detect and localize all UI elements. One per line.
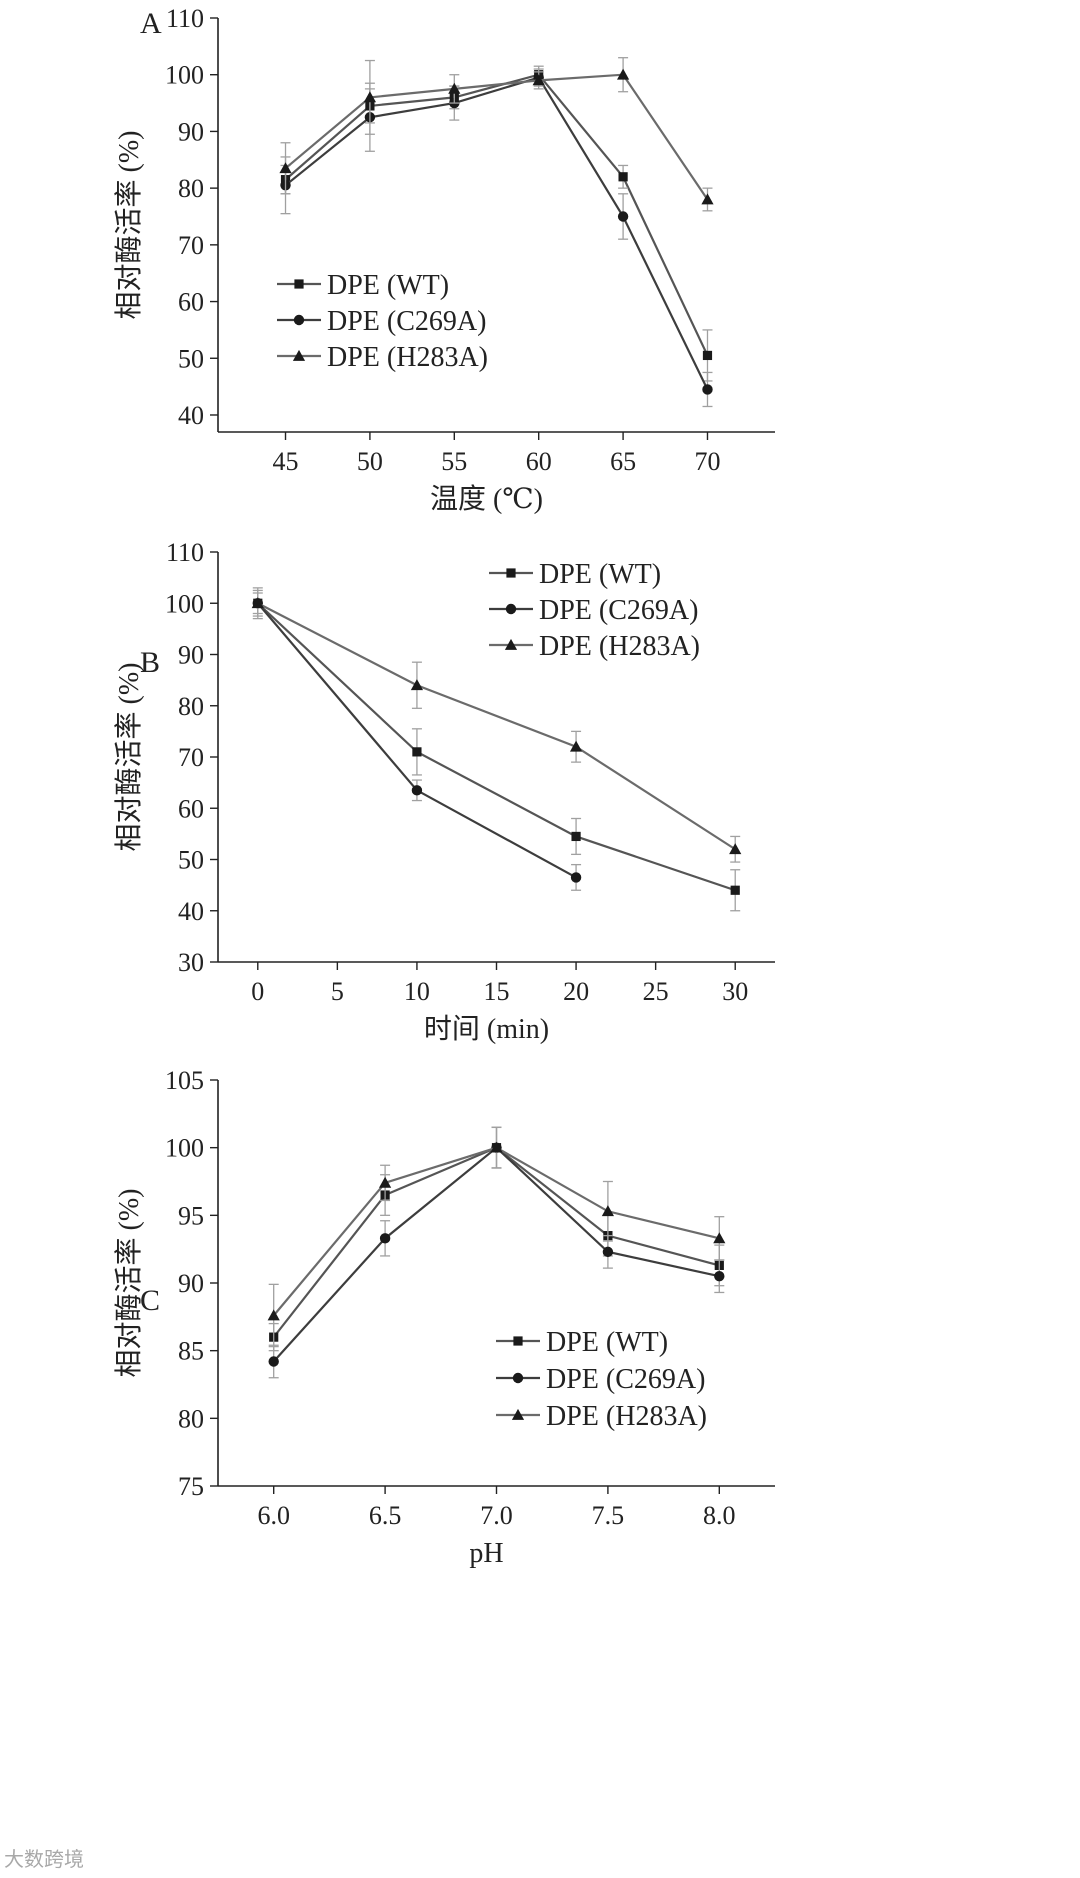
legend-label: DPE (C269A) — [539, 595, 698, 626]
data-point — [571, 872, 581, 882]
x-axis-label: 温度 (℃) — [430, 483, 543, 515]
y-tick-label: 60 — [178, 794, 204, 823]
series-line — [274, 1148, 720, 1316]
y-tick-label: 95 — [178, 1201, 204, 1230]
x-axis-label: pH — [469, 1538, 503, 1569]
x-tick-label: 55 — [441, 447, 467, 476]
panel-label: A — [140, 7, 162, 40]
legend: DPE (WT) DPE (C269A) DPE (H283A) — [277, 270, 488, 373]
data-point — [603, 1247, 613, 1257]
x-tick-label: 7.0 — [480, 1501, 513, 1530]
y-tick-label: 40 — [178, 897, 204, 926]
y-tick-label: 105 — [165, 1066, 204, 1095]
series-triangle — [279, 58, 713, 211]
y-tick-label: 110 — [166, 538, 204, 567]
y-tick-label: 90 — [178, 117, 204, 146]
series-triangle — [252, 588, 742, 862]
data-point — [729, 843, 741, 854]
panel-c: C 75 80 85 90 95 100 105 6.0 6.5 7.0 7.5 8.0 pH 相对酶活率… — [113, 1066, 775, 1569]
x-tick-label: 30 — [722, 977, 748, 1006]
y-tick-label: 50 — [178, 846, 204, 875]
x-axis-label: 时间 (min) — [424, 1013, 549, 1045]
x-tick-label: 45 — [273, 447, 299, 476]
watermark: 大数跨境 — [4, 1843, 84, 1872]
data-point — [703, 351, 712, 360]
data-point — [602, 1205, 614, 1216]
x-tick-label: 15 — [484, 977, 510, 1006]
y-tick-label: 75 — [178, 1472, 204, 1501]
data-point — [571, 832, 580, 841]
y-tick-label: 100 — [165, 61, 204, 90]
data-point — [269, 1356, 279, 1366]
legend-label: DPE (C269A) — [546, 1364, 705, 1395]
x-tick-label: 8.0 — [703, 1501, 736, 1530]
y-tick-label: 80 — [178, 692, 204, 721]
data-point — [618, 211, 628, 221]
y-axis-label: 相对酶活率 (%) — [113, 131, 145, 320]
x-tick-label: 65 — [610, 447, 636, 476]
x-tick-label: 20 — [563, 977, 589, 1006]
y-tick-label: 90 — [178, 1269, 204, 1298]
legend-marker — [513, 1373, 523, 1383]
data-point — [731, 886, 740, 895]
y-tick-label: 80 — [178, 1404, 204, 1433]
y-tick-label: 30 — [178, 948, 204, 977]
data-point — [412, 747, 421, 756]
x-tick-label: 5 — [331, 977, 344, 1006]
x-tick-label: 6.0 — [257, 1501, 290, 1530]
y-tick-label: 40 — [178, 401, 204, 430]
legend: DPE (WT) DPE (C269A) DPE (H283A) — [489, 559, 700, 662]
series-line — [274, 1148, 720, 1337]
legend-marker — [294, 315, 304, 325]
legend-marker — [506, 568, 515, 577]
y-axis-label: 相对酶活率 (%) — [113, 663, 145, 852]
x-tick-label: 50 — [357, 447, 383, 476]
y-tick-label: 60 — [178, 288, 204, 317]
y-tick-label: 85 — [178, 1337, 204, 1366]
legend-label: DPE (C269A) — [327, 306, 486, 337]
legend-label: DPE (WT) — [539, 559, 661, 590]
legend-label: DPE (H283A) — [539, 631, 700, 662]
data-point — [412, 785, 422, 795]
x-tick-label: 6.5 — [369, 1501, 402, 1530]
data-point — [380, 1233, 390, 1243]
legend-label: DPE (WT) — [327, 270, 449, 301]
x-tick-label: 25 — [643, 977, 669, 1006]
series-triangle — [268, 1127, 726, 1346]
legend-marker — [506, 604, 516, 614]
y-tick-label: 70 — [178, 743, 204, 772]
y-tick-label: 80 — [178, 174, 204, 203]
legend-marker — [513, 1336, 522, 1345]
y-tick-label: 100 — [165, 589, 204, 618]
y-tick-label: 110 — [166, 4, 204, 33]
x-tick-label: 0 — [251, 977, 264, 1006]
legend-marker — [294, 279, 303, 288]
panel-b: B 30 40 50 60 70 80 90 100 110 0 5 10 15 20 25 30 时间 (mi… — [113, 538, 775, 1045]
x-tick-label: 70 — [694, 447, 720, 476]
legend: DPE (WT) DPE (C269A) DPE (H283A) — [496, 1327, 707, 1432]
data-point — [702, 384, 712, 394]
panel-a: A 40 50 60 70 80 90 100 110 45 50 55 60 65 70 温度 (℃) 相对… — [113, 4, 775, 515]
y-tick-label: 70 — [178, 231, 204, 260]
data-point — [618, 172, 627, 181]
series-line — [286, 75, 708, 200]
legend-label: DPE (H283A) — [546, 1401, 707, 1432]
legend-label: DPE (WT) — [546, 1327, 668, 1358]
y-axis-label: 相对酶活率 (%) — [113, 1189, 145, 1378]
data-point — [714, 1271, 724, 1281]
legend-label: DPE (H283A) — [327, 342, 488, 373]
y-tick-label: 90 — [178, 641, 204, 670]
x-tick-label: 10 — [404, 977, 430, 1006]
data-point — [411, 679, 423, 690]
y-tick-label: 100 — [165, 1134, 204, 1163]
y-tick-label: 50 — [178, 344, 204, 373]
x-tick-label: 7.5 — [592, 1501, 625, 1530]
figure: A 40506070809010011045 50 55 60 65 70温度 (℃)相对… — [0, 0, 1080, 1878]
x-tick-label: 60 — [526, 447, 552, 476]
